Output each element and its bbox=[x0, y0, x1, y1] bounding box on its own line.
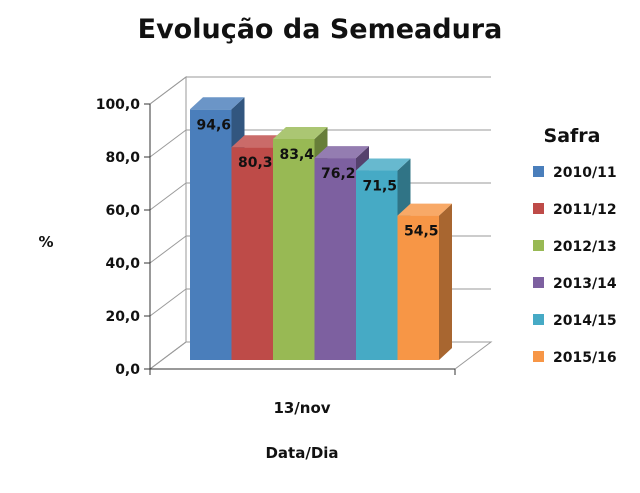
data-label: 83,4 bbox=[279, 147, 314, 163]
gridline-diag bbox=[149, 129, 187, 158]
data-label: 80,3 bbox=[238, 155, 273, 171]
legend-label: 2010/11 bbox=[553, 165, 617, 181]
legend-item: 2012/13 bbox=[533, 239, 617, 255]
legend-label: 2014/15 bbox=[553, 313, 617, 329]
x-category-label: 13/nov bbox=[273, 399, 330, 417]
data-label: 76,2 bbox=[321, 166, 356, 182]
y-tick-label: 60,0 bbox=[105, 203, 140, 219]
legend-swatch bbox=[533, 351, 544, 362]
y-tick-label: 0,0 bbox=[115, 362, 140, 378]
data-label: 54,5 bbox=[404, 224, 439, 240]
legend-title: Safra bbox=[544, 125, 601, 147]
legend-item: 2014/15 bbox=[533, 313, 617, 329]
legend-swatch bbox=[533, 314, 544, 325]
legend: 2010/11 2011/12 2012/13 2013/14 2014/15 2015/… bbox=[533, 165, 617, 366]
legend-label: 2015/16 bbox=[553, 350, 617, 366]
bar-top bbox=[190, 97, 245, 110]
gridline-diag bbox=[149, 288, 187, 317]
y-axis: 0,0 20,0 40,0 60,0 80,0 100,0 bbox=[96, 97, 456, 378]
y-tick-label: 80,0 bbox=[105, 150, 140, 166]
data-label: 71,5 bbox=[362, 179, 397, 195]
bar-top bbox=[397, 203, 452, 216]
bar-top bbox=[231, 135, 286, 148]
bar-front bbox=[356, 170, 398, 360]
legend-swatch bbox=[533, 166, 544, 177]
legend-item: 2010/11 bbox=[533, 165, 617, 181]
y-tick-label: 100,0 bbox=[96, 97, 141, 113]
bar-front bbox=[190, 109, 232, 360]
legend-label: 2011/12 bbox=[553, 202, 617, 218]
legend-item: 2011/12 bbox=[533, 202, 617, 218]
gridline-diag bbox=[149, 341, 187, 370]
legend-item: 2015/16 bbox=[533, 350, 617, 366]
y-tick-label: 20,0 bbox=[105, 309, 140, 325]
legend-label: 2012/13 bbox=[553, 239, 617, 255]
x-axis-label: Data/Dia bbox=[265, 444, 338, 462]
bar-top bbox=[356, 158, 411, 171]
bar-front bbox=[397, 215, 439, 360]
bars bbox=[190, 97, 452, 361]
y-tick-label: 40,0 bbox=[105, 256, 140, 272]
chart-title: Evolução da Semeadura bbox=[138, 14, 503, 45]
bar-top bbox=[273, 126, 328, 139]
bar-top bbox=[314, 146, 369, 159]
y-axis-label: % bbox=[38, 233, 53, 251]
legend-swatch bbox=[533, 277, 544, 288]
bar-front bbox=[314, 158, 356, 360]
bar-front bbox=[231, 147, 273, 360]
bar-side bbox=[439, 203, 452, 360]
gridline-diag bbox=[149, 235, 187, 264]
legend-label: 2013/14 bbox=[553, 276, 617, 292]
legend-item: 2013/14 bbox=[533, 276, 617, 292]
side-wall bbox=[149, 76, 187, 370]
gridline-diag bbox=[149, 182, 187, 211]
gridline-diag bbox=[149, 76, 187, 105]
bar-2015-16 bbox=[397, 203, 452, 360]
legend-swatch bbox=[533, 240, 544, 251]
data-label: 94,6 bbox=[196, 117, 231, 133]
legend-swatch bbox=[533, 203, 544, 214]
bar-front bbox=[273, 138, 315, 360]
data-labels: 94,6 80,3 83,4 76,2 71,5 54,5 bbox=[196, 117, 438, 239]
